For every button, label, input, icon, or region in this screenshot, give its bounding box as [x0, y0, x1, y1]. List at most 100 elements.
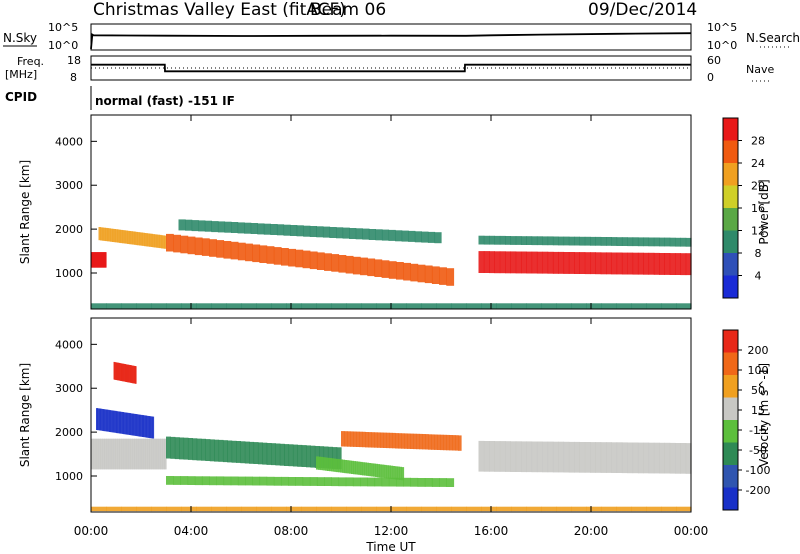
data-band-4-cell: [259, 476, 268, 486]
data-band-2-cell: [309, 251, 318, 270]
velocity-yticks: 4000 3000 2000 1000: [55, 338, 97, 483]
data-band-5-cell: [386, 432, 390, 449]
data-band-7-cell: [627, 442, 634, 474]
data-band-3-cell: [292, 444, 298, 467]
data-band-5-cell: [547, 236, 554, 246]
data-band-4-cell: [245, 476, 253, 486]
xtick-label: 12:00: [374, 524, 409, 538]
data-band-4-cell: [173, 476, 181, 485]
data-band-6-cell: [379, 464, 383, 478]
data-band-0-cell: [117, 438, 120, 470]
data-band-8-cell: [121, 506, 137, 512]
data-band-5-cell: [440, 434, 444, 451]
data-band-0-cell: [132, 438, 135, 470]
data-band-3-cell: [303, 225, 311, 237]
data-band-3-cell: [174, 437, 180, 460]
data-band-1-cell: [105, 227, 108, 242]
xtick-label: 04:00: [174, 524, 209, 538]
data-band-4-cell: [367, 477, 376, 487]
data-band-1-cell: [133, 413, 136, 436]
data-band-3-cell: [196, 438, 202, 461]
data-band-1-cell: [142, 232, 145, 246]
data-band-1-cell: [118, 229, 122, 243]
data-band-4-cell: [669, 253, 676, 275]
data-band-7-cell: [616, 442, 623, 473]
data-band-2-cell: [273, 247, 282, 265]
data-band-0-cell: [145, 438, 148, 470]
data-band-7-cell: [494, 441, 501, 472]
data-band-0-cell: [94, 438, 98, 470]
data-band-5-cell: [515, 236, 522, 245]
data-band-5-cell: [643, 237, 650, 247]
data-band-6-cell: [364, 462, 367, 476]
data-band-8-cell: [211, 506, 227, 512]
data-band-6-cell: [335, 458, 339, 473]
nsky-frame: [90, 23, 692, 51]
data-band-4-cell: [316, 477, 325, 486]
data-band-7-cell: [579, 442, 586, 473]
data-band-3-cell: [227, 440, 233, 463]
data-band-5-cell: [637, 237, 644, 247]
data-band-6-cell: [136, 303, 152, 309]
data-band-3-cell: [395, 230, 403, 242]
data-band-6-cell: [318, 456, 321, 470]
nsearch-label: N.Search: [746, 31, 800, 45]
data-band-0-cell: [111, 438, 115, 470]
power-data-layer: [91, 219, 692, 309]
data-band-8-cell: [646, 506, 662, 512]
data-band-5-cell: [606, 237, 612, 246]
data-band-1-cell: [110, 228, 113, 242]
data-band-2-cell: [417, 264, 426, 283]
data-band-6-cell: [383, 464, 387, 479]
data-band-5-cell: [353, 431, 357, 447]
data-band-3-cell: [349, 228, 357, 239]
data-band-6-cell: [676, 303, 692, 309]
data-band-0-cell: [128, 438, 131, 470]
data-band-8-cell: [181, 506, 197, 512]
data-band-8-cell: [271, 506, 287, 512]
data-band-7-cell: [478, 440, 485, 472]
data-band-5-cell: [558, 236, 565, 246]
data-band-4-cell: [659, 253, 665, 275]
data-band-1-cell: [114, 410, 117, 433]
data-band-0-cell: [100, 438, 103, 470]
data-band-1-cell: [137, 414, 140, 437]
data-band-6-cell: [394, 466, 398, 480]
data-band-8-cell: [346, 506, 362, 512]
data-band-6-cell: [316, 456, 319, 470]
data-band-7-cell: [632, 442, 639, 474]
data-band-5-cell: [434, 434, 438, 450]
data-band-8-cell: [391, 506, 407, 512]
data-band-4-cell: [381, 477, 390, 487]
data-band-5-cell: [489, 235, 495, 245]
data-band-2-cell: [166, 233, 174, 252]
data-band-1-cell: [100, 227, 103, 241]
data-band-3-cell: [279, 443, 285, 466]
data-band-4-cell: [563, 252, 570, 274]
data-band-4-cell: [489, 251, 495, 274]
data-band-5-cell: [422, 434, 426, 450]
data-band-4-cell: [675, 253, 681, 275]
data-band-1-cell: [103, 227, 106, 241]
data-band-4-cell: [324, 477, 332, 486]
data-band-2-cell: [331, 254, 340, 272]
data-band-1-cell: [112, 228, 115, 242]
data-band-1-cell: [155, 234, 159, 248]
data-band-2-cell: [223, 241, 232, 259]
nsky-tick-bottom: 10^0: [48, 39, 78, 52]
data-band-1-cell: [157, 234, 160, 248]
data-band-5-cell: [416, 433, 420, 450]
data-band-3-cell: [296, 225, 304, 237]
ytick-label: 3000: [55, 382, 83, 395]
nsky-series-line: [90, 32, 692, 50]
data-band-5-cell: [458, 435, 462, 451]
data-band-4-cell: [632, 252, 639, 275]
data-band-5-cell: [347, 431, 351, 447]
freq-series-line: [91, 63, 691, 73]
xtick-label: 00:00: [74, 524, 109, 538]
data-band-5-cell: [478, 235, 485, 245]
data-band-7-cell: [568, 441, 575, 473]
data-band-1-cell: [136, 414, 139, 437]
data-band-0-cell: [158, 438, 161, 470]
data-band-8-cell: [451, 506, 467, 512]
